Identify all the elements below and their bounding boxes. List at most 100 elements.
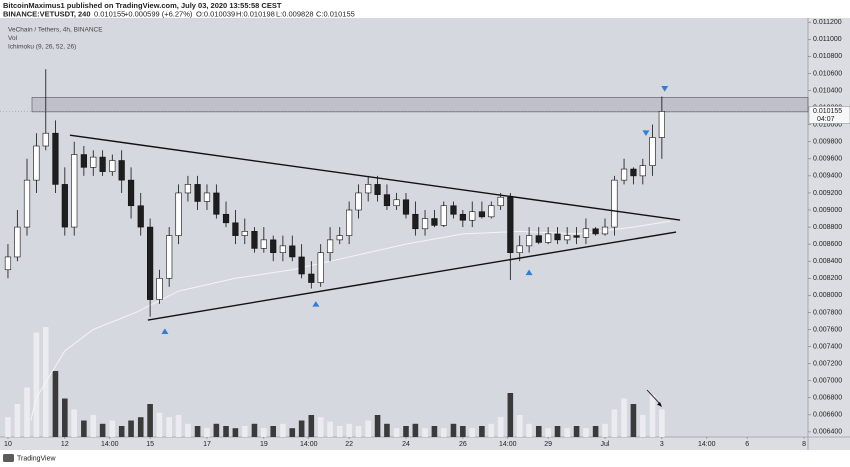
volume-bar	[602, 423, 608, 437]
volume-bar	[261, 428, 267, 437]
x-tick-label: 14:00	[698, 441, 716, 448]
candle-body	[611, 179, 618, 228]
volume-bar	[280, 423, 286, 437]
candle-body	[440, 205, 447, 226]
y-tick-label: 0.007800	[813, 309, 842, 316]
volume-bar	[422, 428, 428, 437]
signal-marker	[161, 328, 169, 334]
volume-bar	[640, 415, 646, 437]
change: +0.000599 (+6.27%)	[124, 9, 193, 18]
candle-body	[497, 196, 504, 207]
candle-body	[52, 132, 59, 185]
volume-bar	[346, 423, 352, 437]
volume-bar	[583, 428, 589, 437]
x-tick-label: 14:00	[300, 441, 318, 448]
candle-body	[203, 192, 211, 202]
candle-body	[412, 213, 419, 230]
y-tick-label: 0.009800	[813, 139, 842, 146]
candle-body	[393, 199, 400, 207]
logo	[3, 454, 14, 462]
x-tick-label: 24	[402, 441, 410, 448]
candle-body	[535, 235, 542, 243]
candle-body	[23, 179, 31, 228]
y-tick-label: 0.007400	[813, 343, 842, 350]
low: L:0.009828	[276, 9, 314, 18]
annotation-arrow	[646, 389, 662, 407]
candle-body	[478, 211, 486, 218]
candle-body	[459, 213, 466, 221]
volume-bar	[194, 426, 201, 437]
volume-bar	[431, 426, 438, 437]
y-tick-label: 0.010000	[813, 122, 842, 129]
candle-body	[630, 168, 637, 177]
candle-body	[4, 256, 12, 271]
y-tick-label: 0.011000	[813, 36, 842, 43]
volume-bar	[554, 426, 561, 437]
footer-label: TradingView	[17, 455, 56, 462]
volume-bar	[62, 398, 68, 437]
volume-bar	[526, 423, 532, 437]
candle-body	[317, 252, 324, 283]
candle-body	[147, 226, 154, 300]
volume-bar	[289, 428, 296, 437]
volume-bar	[90, 415, 97, 437]
volume-bar	[507, 393, 514, 437]
x-tick-label: 17	[203, 441, 211, 448]
author-line: BitcoinMaximus1 published on TradingView…	[3, 1, 282, 10]
y-tick-label: 0.009000	[813, 207, 842, 214]
volume-bar	[327, 421, 333, 437]
arrow-line	[646, 389, 662, 406]
volume-bar	[450, 423, 457, 437]
volume-bar	[33, 332, 40, 437]
candle-body	[469, 211, 476, 221]
trendline	[147, 231, 677, 321]
candle-body	[14, 226, 21, 258]
candle-body	[450, 205, 457, 215]
volume-bar	[118, 426, 125, 437]
y-tick-label: 0.010600	[813, 70, 842, 77]
candle-body	[213, 192, 220, 215]
x-tick-label: 14:00	[499, 441, 517, 448]
volume-bar	[460, 426, 466, 437]
x-tick-label: 10	[4, 441, 12, 448]
y-tick-label: 0.007200	[813, 360, 842, 367]
candle-body	[166, 235, 173, 279]
y-tick-label: 0.011200	[813, 19, 842, 26]
y-tick-label: 0.010800	[813, 53, 842, 60]
volume-bar	[384, 423, 390, 437]
volume-bar	[497, 417, 504, 437]
candle-body	[71, 154, 78, 228]
arrow-head	[657, 402, 662, 407]
volume-bar	[564, 428, 570, 437]
volume-bar	[649, 395, 656, 437]
price-axis-background	[808, 18, 850, 437]
volume-bar	[393, 428, 400, 437]
signal-marker	[525, 269, 533, 276]
candle-body	[564, 235, 571, 241]
candle-body	[620, 168, 628, 181]
volume-bar	[52, 371, 59, 437]
volume-bar	[659, 409, 665, 437]
volume-bar	[298, 420, 305, 437]
volume-bar	[81, 420, 87, 437]
volume-bar	[403, 426, 409, 437]
volume-bar	[185, 423, 191, 437]
candle-body	[326, 239, 334, 253]
candle-body	[421, 218, 429, 230]
candle-body	[33, 145, 40, 181]
volume-bar	[592, 426, 599, 437]
x-tick-label: 26	[459, 441, 467, 448]
x-tick-label: 14:00	[101, 441, 119, 448]
volume-bar	[336, 426, 343, 437]
plot-background	[0, 18, 808, 437]
volume-bar	[479, 426, 485, 437]
volume-bar	[365, 420, 371, 437]
signal-marker	[312, 301, 320, 307]
x-tick-label: 19	[260, 441, 268, 448]
indicator-label: Ichimoku (9, 26, 52, 26)	[8, 44, 76, 51]
volume-bar	[5, 417, 11, 437]
trendline	[69, 134, 681, 221]
x-tick-label: 15	[146, 441, 154, 448]
candle-body	[346, 209, 353, 236]
volume-bar	[412, 423, 419, 437]
